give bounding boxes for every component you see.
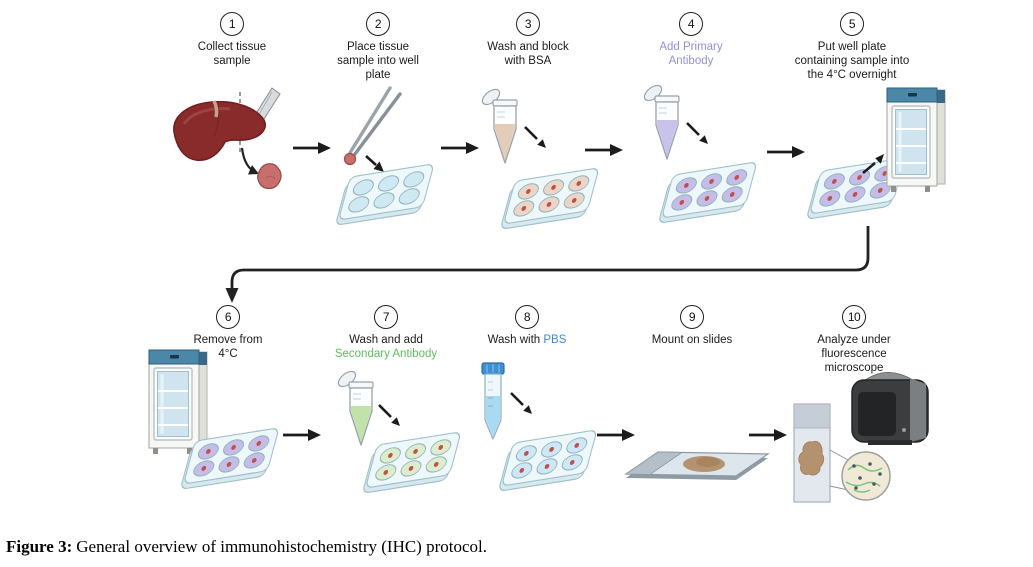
- step-1: 1 Collect tissue sample: [142, 12, 322, 69]
- arrow-right-icon: [766, 145, 806, 159]
- step-2: 2 Place tissue sample into well plate: [288, 12, 468, 82]
- step-8-label-text: Wash with: [487, 334, 544, 346]
- step-10-label: Analyze under fluorescence microscope: [817, 334, 891, 375]
- camera-body: [851, 372, 929, 445]
- magnified-cells: [841, 451, 891, 501]
- step-2-label-line3: plate: [365, 68, 391, 81]
- well-plate-icon: [360, 428, 464, 500]
- arrow-right-icon: [282, 428, 322, 442]
- step-4-label: Add Primary Antibody: [659, 41, 722, 69]
- step-2-label: Place tissue sample into well plate: [337, 41, 419, 82]
- step-10-label-line3: microscope: [824, 361, 884, 374]
- arrow-down-right-icon: [684, 120, 710, 146]
- well-plate-icon: [498, 164, 602, 236]
- arrow-right-icon: [440, 141, 480, 155]
- step-4: 4 Add Primary Antibody: [601, 12, 781, 69]
- microtube-icon: [480, 88, 522, 170]
- step-10: 10 Analyze under fluorescence microscope: [764, 305, 944, 375]
- step-6-label-line1: Remove from: [193, 334, 263, 346]
- step-9-label: Mount on slides: [652, 334, 733, 348]
- step-8-label-line1: Wash with PBS: [488, 334, 567, 348]
- arrow-down-right-icon: [522, 124, 548, 150]
- step-9-label-line1: Mount on slides: [651, 334, 733, 346]
- step-1-label: Collect tissue sample: [198, 41, 266, 69]
- step-6-label: Remove from 4°C: [193, 334, 262, 362]
- flow-connector-arrow-icon: [218, 220, 882, 310]
- step-2-label-line1: Place tissue: [346, 41, 409, 53]
- step-4-label-line2: Antibody: [668, 54, 714, 67]
- step-7-number-badge: 7: [374, 305, 398, 329]
- step-5-label-line3: the 4°C overnight: [807, 68, 897, 81]
- step-1-number-badge: 1: [220, 12, 244, 36]
- arrow-up-right-icon: [860, 150, 886, 176]
- step-6-label-line2: 4°C: [218, 347, 238, 360]
- well-plate-icon: [804, 154, 908, 226]
- step-5-label: Put well plate containing sample into th…: [795, 41, 909, 82]
- step-5: 5 Put well plate containing sample into …: [762, 12, 942, 82]
- well-plate-icon: [496, 426, 600, 498]
- step-7-label-line2: Secondary Antibody: [334, 347, 438, 360]
- step-4-number-badge: 4: [679, 12, 703, 36]
- step-4-label-line1: Add Primary: [659, 41, 723, 53]
- step-3-label-line2: with BSA: [504, 54, 552, 67]
- arrow-down-right-icon: [508, 390, 534, 416]
- step-3-label-line1: Wash and block: [487, 41, 569, 53]
- step-2-label-line2: sample into well: [337, 54, 419, 67]
- step-3-label: Wash and block with BSA: [487, 41, 568, 69]
- figure-caption-text: General overview of immunohistochemistry…: [76, 537, 487, 556]
- arrow-right-icon: [584, 143, 624, 157]
- step-6-number-badge: 6: [216, 305, 240, 329]
- microscope-slide-icon: [622, 438, 772, 486]
- step-3-number-badge: 3: [516, 12, 540, 36]
- step-8-number-badge: 8: [515, 305, 539, 329]
- figure-caption: Figure 3: General overview of immunohisto…: [6, 537, 487, 557]
- arrow-right-icon: [596, 428, 636, 442]
- step-5-label-line2: containing sample into: [794, 54, 910, 67]
- step-8: 8 Wash with PBS: [437, 305, 617, 348]
- step-1-label-line2: sample: [213, 54, 251, 67]
- step-3: 3 Wash and block with BSA: [438, 12, 618, 69]
- figure-caption-label: Figure 3:: [6, 537, 73, 556]
- step-1-label-line1: Collect tissue: [197, 41, 267, 53]
- slide-vertical: [793, 403, 831, 503]
- step-5-number-badge: 5: [840, 12, 864, 36]
- forceps-icon: [328, 86, 418, 186]
- step-9: 9 Mount on slides: [602, 305, 782, 348]
- microtube-icon: [336, 370, 378, 452]
- fluorescence-microscope-icon: [790, 364, 940, 506]
- step-8-label-pbs: PBS: [543, 334, 567, 346]
- step-10-label-line2: fluorescence: [821, 347, 887, 360]
- well-plate-icon: [178, 424, 282, 496]
- fridge-icon: [884, 84, 948, 194]
- arrow-right-icon: [748, 428, 788, 442]
- well-plate-icon: [333, 160, 437, 232]
- arrow-down-right-icon: [376, 402, 402, 428]
- step-6: 6 Remove from 4°C: [138, 305, 318, 362]
- well-plate-icon: [656, 158, 760, 230]
- step-10-label-line1: Analyze under: [817, 334, 891, 346]
- step-7-label: Wash and add Secondary Antibody: [335, 334, 437, 362]
- fridge-icon: [146, 346, 210, 456]
- step-7-label-line1: Wash and add: [349, 334, 423, 346]
- microtube-icon: [642, 84, 684, 166]
- step-8-label: Wash with PBS: [488, 334, 567, 348]
- falcon-tube-icon: [480, 362, 506, 444]
- step-10-number-badge: 10: [842, 305, 866, 329]
- step-5-label-line1: Put well plate: [817, 41, 887, 53]
- liver-scalpel-icon: [168, 86, 293, 204]
- step-9-number-badge: 9: [680, 305, 704, 329]
- step-2-number-badge: 2: [366, 12, 390, 36]
- step-7: 7 Wash and add Secondary Antibody: [296, 305, 476, 362]
- arrow-right-icon: [292, 141, 332, 155]
